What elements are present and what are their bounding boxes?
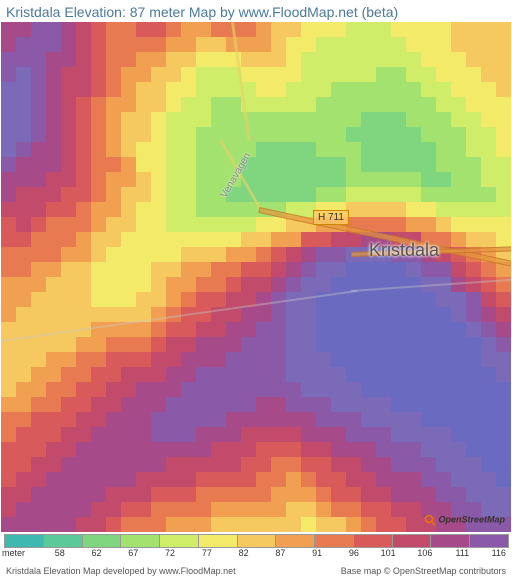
legend-swatch — [82, 534, 122, 548]
map-container: Venavägen H 711 Kristdala OpenStreetMap — [1, 22, 511, 532]
legend-swatch — [392, 534, 432, 548]
legend-value: 101 — [361, 548, 398, 558]
osm-logo: OpenStreetMap — [424, 514, 505, 526]
color-legend: meter 586267727782879196101106111116 — [0, 534, 512, 564]
legend-swatch — [314, 534, 354, 548]
legend-value: 72 — [140, 548, 177, 558]
osm-logo-text: OpenStreetMap — [438, 514, 505, 524]
legend-value: 62 — [67, 548, 104, 558]
legend-value: 111 — [434, 548, 471, 558]
legend-value: 91 — [287, 548, 324, 558]
legend-swatch — [237, 534, 277, 548]
legend-swatch — [353, 534, 393, 548]
legend-value: 96 — [324, 548, 361, 558]
legend-value: 87 — [251, 548, 288, 558]
town-label: Kristdala — [369, 240, 439, 261]
footer-attribution-left: Kristdala Elevation Map developed by www… — [6, 566, 236, 576]
legend-value: 67 — [104, 548, 141, 558]
legend-meter-label: meter — [2, 548, 25, 558]
footer-attribution-right: Base map © OpenStreetMap contributors — [341, 566, 506, 576]
legend-swatch — [4, 534, 44, 548]
legend-swatch — [275, 534, 315, 548]
magnifier-icon — [424, 514, 436, 526]
legend-value: 82 — [214, 548, 251, 558]
legend-swatch — [198, 534, 238, 548]
legend-swatch — [120, 534, 160, 548]
legend-value: 116 — [471, 548, 508, 558]
legend-swatch — [430, 534, 470, 548]
legend-value: 106 — [398, 548, 435, 558]
elevation-heatmap — [1, 22, 511, 532]
legend-value: 77 — [177, 548, 214, 558]
footer: Kristdala Elevation Map developed by www… — [0, 564, 512, 578]
legend-swatch — [159, 534, 199, 548]
route-badge: H 711 — [313, 210, 349, 225]
legend-values: meter 586267727782879196101106111116 — [0, 548, 512, 558]
legend-swatch — [43, 534, 83, 548]
legend-swatches — [0, 534, 512, 548]
page-title: Kristdala Elevation: 87 meter Map by www… — [0, 0, 512, 22]
legend-swatch — [469, 534, 509, 548]
